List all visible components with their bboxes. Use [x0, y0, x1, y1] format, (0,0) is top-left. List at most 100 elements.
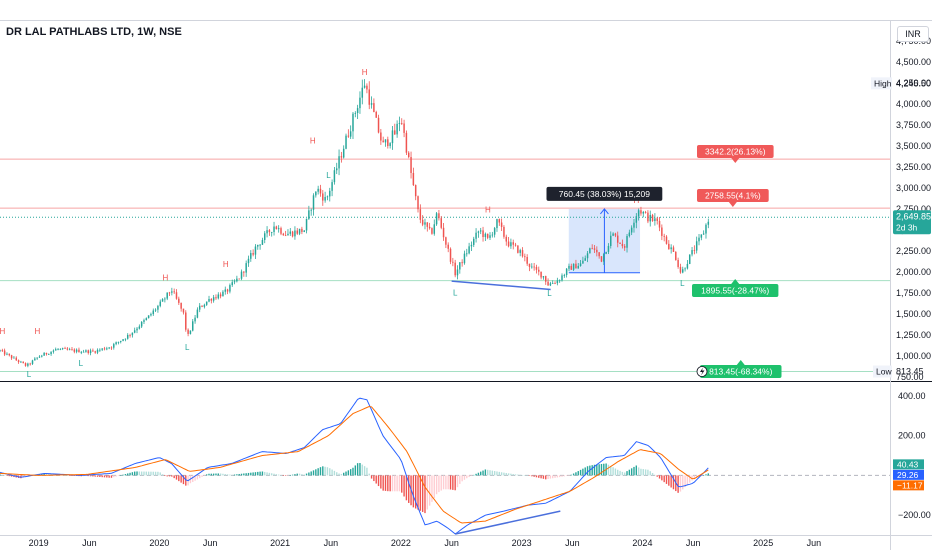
candle-body[interactable] [384, 139, 387, 143]
candle-body[interactable] [312, 195, 315, 210]
candle-body[interactable] [185, 312, 187, 330]
candle-body[interactable] [468, 246, 470, 254]
candle-body[interactable] [252, 253, 254, 255]
candle-body[interactable] [500, 222, 503, 227]
candle-body[interactable] [305, 218, 308, 231]
candle-body[interactable] [682, 269, 684, 273]
signal-line[interactable] [0, 405, 709, 524]
candle-body[interactable] [445, 237, 447, 245]
candle-body[interactable] [180, 302, 182, 309]
candle-body[interactable] [8, 353, 11, 356]
candle-body[interactable] [540, 271, 542, 278]
candle-body[interactable] [329, 190, 331, 197]
candle-body[interactable] [99, 349, 101, 351]
candle-body[interactable] [558, 280, 561, 282]
candle-body[interactable] [29, 363, 31, 365]
candle-body[interactable] [212, 297, 215, 301]
candle-body[interactable] [78, 349, 80, 353]
candle-body[interactable] [143, 320, 145, 322]
candle-body[interactable] [175, 292, 178, 299]
candle-body[interactable] [642, 212, 645, 214]
candle-body[interactable] [549, 283, 552, 286]
candle-body[interactable] [498, 219, 501, 223]
candle-body[interactable] [82, 351, 85, 353]
candle-body[interactable] [565, 268, 568, 275]
candle-body[interactable] [663, 235, 665, 237]
candle-body[interactable] [61, 348, 64, 349]
candle-body[interactable] [219, 294, 222, 297]
candle-body[interactable] [375, 111, 377, 118]
candle-body[interactable] [454, 262, 456, 276]
candle-body[interactable] [686, 263, 689, 269]
candle-body[interactable] [521, 250, 524, 257]
candle-body[interactable] [579, 263, 582, 266]
candle-body[interactable] [466, 253, 468, 255]
candle-body[interactable] [229, 285, 231, 292]
candle-body[interactable] [194, 317, 196, 322]
candle-body[interactable] [27, 363, 29, 366]
candle-body[interactable] [59, 348, 62, 350]
candle-body[interactable] [222, 291, 224, 297]
candle-body[interactable] [649, 214, 651, 222]
candle-body[interactable] [407, 152, 410, 157]
candle-body[interactable] [584, 258, 586, 261]
candle-body[interactable] [150, 314, 152, 316]
candle-body[interactable] [308, 210, 310, 219]
candle-body[interactable] [533, 266, 535, 268]
candle-body[interactable] [503, 226, 505, 237]
candle-body[interactable] [479, 230, 482, 232]
candle-body[interactable] [48, 354, 50, 355]
candle-body[interactable] [196, 309, 199, 318]
candle-body[interactable] [301, 228, 303, 232]
candle-body[interactable] [414, 185, 417, 197]
candle-body[interactable] [94, 351, 96, 353]
currency-badge[interactable]: INR [897, 26, 929, 42]
candle-body[interactable] [45, 352, 48, 355]
candle-body[interactable] [145, 318, 148, 321]
candle-body[interactable] [698, 237, 700, 242]
candle-body[interactable] [310, 209, 312, 211]
candle-body[interactable] [665, 236, 668, 244]
candle-body[interactable] [280, 228, 282, 234]
candle-body[interactable] [236, 278, 238, 282]
candle-body[interactable] [92, 350, 94, 352]
candle-body[interactable] [575, 263, 577, 269]
candle-body[interactable] [38, 356, 41, 358]
candle-body[interactable] [257, 244, 259, 247]
candle-body[interactable] [31, 360, 34, 364]
level-label[interactable]: 3342.2(26.13%) [705, 147, 766, 157]
candle-body[interactable] [173, 291, 175, 293]
candle-body[interactable] [322, 193, 324, 201]
candle-body[interactable] [275, 226, 278, 230]
candle-body[interactable] [389, 143, 391, 147]
candle-body[interactable] [679, 266, 682, 273]
candle-body[interactable] [640, 210, 642, 214]
candle-body[interactable] [435, 213, 438, 225]
candle-body[interactable] [433, 224, 436, 234]
price-panel[interactable]: HHHHHHHHLLLLLLL760.45 (38.03%) 15,209334… [0, 68, 890, 379]
candle-body[interactable] [651, 214, 654, 222]
candle-body[interactable] [166, 292, 168, 299]
candle-body[interactable] [561, 275, 563, 281]
candle-body[interactable] [489, 235, 491, 238]
candle-body[interactable] [131, 332, 134, 336]
candle-body[interactable] [294, 230, 296, 237]
candle-body[interactable] [361, 87, 364, 98]
candle-body[interactable] [519, 250, 521, 253]
candle-body[interactable] [401, 122, 403, 124]
candle-body[interactable] [447, 244, 449, 249]
candle-body[interactable] [240, 271, 243, 279]
candle-body[interactable] [57, 349, 59, 350]
candle-body[interactable] [359, 97, 361, 109]
candle-body[interactable] [71, 349, 73, 351]
candle-body[interactable] [496, 219, 498, 229]
candle-body[interactable] [319, 188, 322, 194]
candle-body[interactable] [22, 361, 24, 364]
candle-body[interactable] [106, 348, 108, 350]
candle-body[interactable] [459, 262, 461, 270]
candle-body[interactable] [352, 113, 354, 132]
candle-body[interactable] [426, 222, 429, 227]
candle-body[interactable] [493, 228, 496, 235]
candle-body[interactable] [477, 231, 480, 233]
candle-body[interactable] [317, 188, 319, 192]
